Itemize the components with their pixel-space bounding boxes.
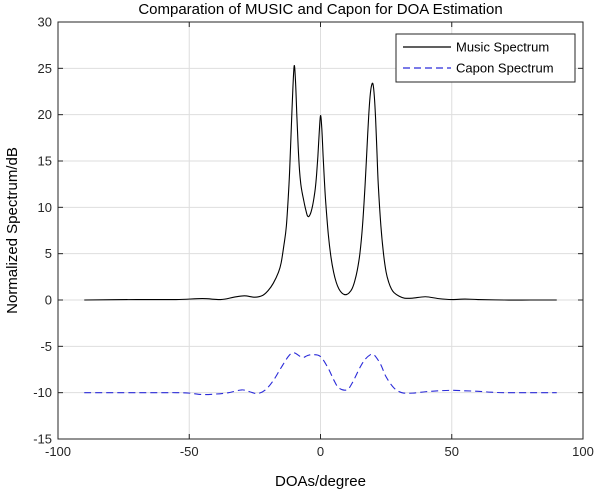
y-axis-label: Normalized Spectrum/dB [4,147,21,314]
legend-label-capon: Capon Spectrum [456,61,554,76]
x-tick-label: 50 [445,444,459,459]
legend-box [395,33,576,83]
series-layer [84,64,557,396]
y-tick-label: -10 [33,385,52,400]
x-tick-label: 100 [572,444,594,459]
y-tick-label: 0 [45,293,52,308]
x-tick-label: -100 [45,444,71,459]
y-tick-label: 30 [38,15,52,30]
y-tick-label: -5 [40,339,52,354]
chart-title: Comparation of MUSIC and Capon for DOA E… [138,1,502,18]
y-tick-label: 20 [38,107,52,122]
x-tick-label: 0 [317,444,324,459]
legend-label-music: Music Spectrum [456,40,549,55]
y-tick-label: 5 [45,246,52,261]
legend: Music Spectrum Capon Spectrum [395,33,576,83]
y-tick-label: 15 [38,154,52,169]
y-tick-label: 25 [38,61,52,76]
series-line-music [84,64,557,301]
series-line-capon [84,352,557,396]
y-tick-label: -15 [33,432,52,447]
x-tick-label: -50 [180,444,199,459]
x-axis-label: DOAs/degree [275,473,366,490]
y-tick-label: 10 [38,200,52,215]
